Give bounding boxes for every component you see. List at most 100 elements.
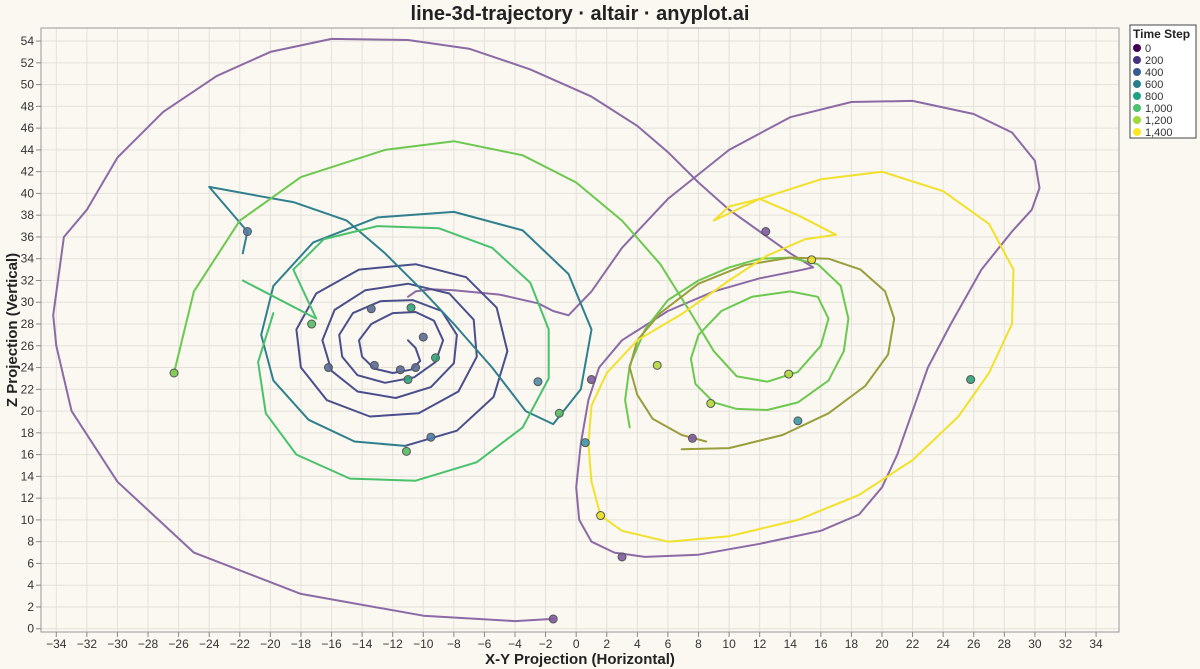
time-marker <box>966 375 976 385</box>
chart-title: line-3d-trajectory · altair · anyplot.ai <box>411 3 750 25</box>
x-tick-label: −30 <box>107 637 128 651</box>
y-tick-label: 12 <box>21 491 35 505</box>
x-tick-label: −34 <box>46 637 67 651</box>
trajectory-series-3 <box>241 225 550 482</box>
x-tick-label: 6 <box>665 637 672 651</box>
trajectory-series-2 <box>208 185 593 447</box>
x-tick-label: −24 <box>199 637 220 651</box>
legend-swatch <box>1133 116 1141 124</box>
x-tick-label: −4 <box>508 637 522 651</box>
y-tick-label: 10 <box>21 513 35 527</box>
time-marker <box>411 363 421 373</box>
time-marker <box>807 255 817 265</box>
legend-label: 800 <box>1145 91 1163 103</box>
legend-label: 0 <box>1145 43 1151 55</box>
y-tick-label: 6 <box>27 556 34 570</box>
x-tick-label: 22 <box>906 637 920 651</box>
y-tick-label: 52 <box>21 56 35 70</box>
y-tick-label: 14 <box>21 469 35 483</box>
time-marker <box>554 408 564 418</box>
legend-swatch <box>1133 44 1141 52</box>
y-tick-label: 28 <box>21 317 35 331</box>
x-tick-label: 28 <box>998 637 1012 651</box>
time-marker <box>533 377 543 387</box>
x-tick-label: 14 <box>784 637 798 651</box>
y-tick-label: 48 <box>21 99 35 113</box>
y-tick-label: 32 <box>21 273 35 287</box>
x-tick-label: −26 <box>168 637 189 651</box>
y-tick-label: 20 <box>21 404 35 418</box>
time-marker <box>706 398 716 408</box>
y-tick-label: 2 <box>27 600 34 614</box>
x-tick-label: 0 <box>573 637 580 651</box>
time-marker <box>242 227 252 237</box>
y-tick-label: 38 <box>21 208 35 222</box>
time-marker <box>793 416 803 426</box>
legend-title: Time Step <box>1133 27 1190 41</box>
time-marker <box>395 365 405 375</box>
x-axis: −34 −32 −30 −28 −26 −24 −22 −20 −18 −16 −14 −12 −10−… <box>46 632 1103 651</box>
x-tick-label: −20 <box>260 637 281 651</box>
x-tick-label: 24 <box>936 637 950 651</box>
x-tick-label: 4 <box>634 637 641 651</box>
trajectory-series-6 <box>587 170 1015 543</box>
time-marker <box>617 552 627 562</box>
x-tick-label: 2 <box>603 637 610 651</box>
trajectory-series-4 <box>173 140 850 429</box>
legend-swatch <box>1133 56 1141 64</box>
time-marker <box>687 433 697 443</box>
x-tick-label: −8 <box>447 637 461 651</box>
plot-frame <box>40 27 1120 633</box>
x-tick-label: 16 <box>814 637 828 651</box>
time-marker <box>580 438 590 448</box>
y-tick-label: 34 <box>21 252 35 266</box>
y-tick-label: 26 <box>21 339 35 353</box>
y-tick-label: 36 <box>21 230 35 244</box>
y-tick-label: 8 <box>27 535 34 549</box>
time-marker <box>784 369 794 379</box>
x-tick-label: 12 <box>753 637 767 651</box>
time-marker <box>403 375 413 385</box>
time-marker <box>366 304 376 314</box>
x-tick-label: 32 <box>1059 637 1073 651</box>
legend-label: 1,200 <box>1145 115 1173 127</box>
y-tick-label: 54 <box>21 34 35 48</box>
y-tick-label: 18 <box>21 426 35 440</box>
y-tick-label: 30 <box>21 295 35 309</box>
x-tick-label: −12 <box>383 637 404 651</box>
time-marker <box>761 227 771 237</box>
x-axis-title: X-Y Projection (Horizontal) <box>485 651 675 668</box>
legend-label: 1,000 <box>1145 103 1173 115</box>
time-marker <box>406 303 416 313</box>
time-marker <box>426 432 436 442</box>
plot-area: −34 −32 −30 −28 −26 −24 −22 −20 −18 −16 −14 −12 −10−… <box>21 27 1120 651</box>
legend-label: 1,400 <box>1145 127 1173 139</box>
legend-label: 200 <box>1145 55 1163 67</box>
time-marker <box>586 375 596 385</box>
legend-label: 400 <box>1145 67 1163 79</box>
legend-swatch <box>1133 104 1141 112</box>
y-axis-title: Z Projection (Vertical) <box>4 253 21 407</box>
y-tick-label: 44 <box>21 143 35 157</box>
x-tick-label: 20 <box>875 637 889 651</box>
legend-swatch <box>1133 68 1141 76</box>
legend-label: 600 <box>1145 79 1163 91</box>
x-tick-label: −32 <box>77 637 98 651</box>
y-tick-label: 24 <box>21 361 35 375</box>
time-marker <box>548 614 558 624</box>
y-tick-label: 42 <box>21 165 35 179</box>
time-marker <box>431 353 441 363</box>
time-marker <box>418 332 428 342</box>
x-tick-label: 26 <box>967 637 981 651</box>
legend-swatch <box>1133 92 1141 100</box>
x-tick-label: −16 <box>321 637 342 651</box>
y-tick-label: 46 <box>21 121 35 135</box>
time-marker <box>369 360 379 370</box>
x-tick-label: 8 <box>695 637 702 651</box>
time-marker <box>323 363 333 373</box>
y-tick-label: 40 <box>21 186 35 200</box>
y-tick-label: 22 <box>21 382 35 396</box>
